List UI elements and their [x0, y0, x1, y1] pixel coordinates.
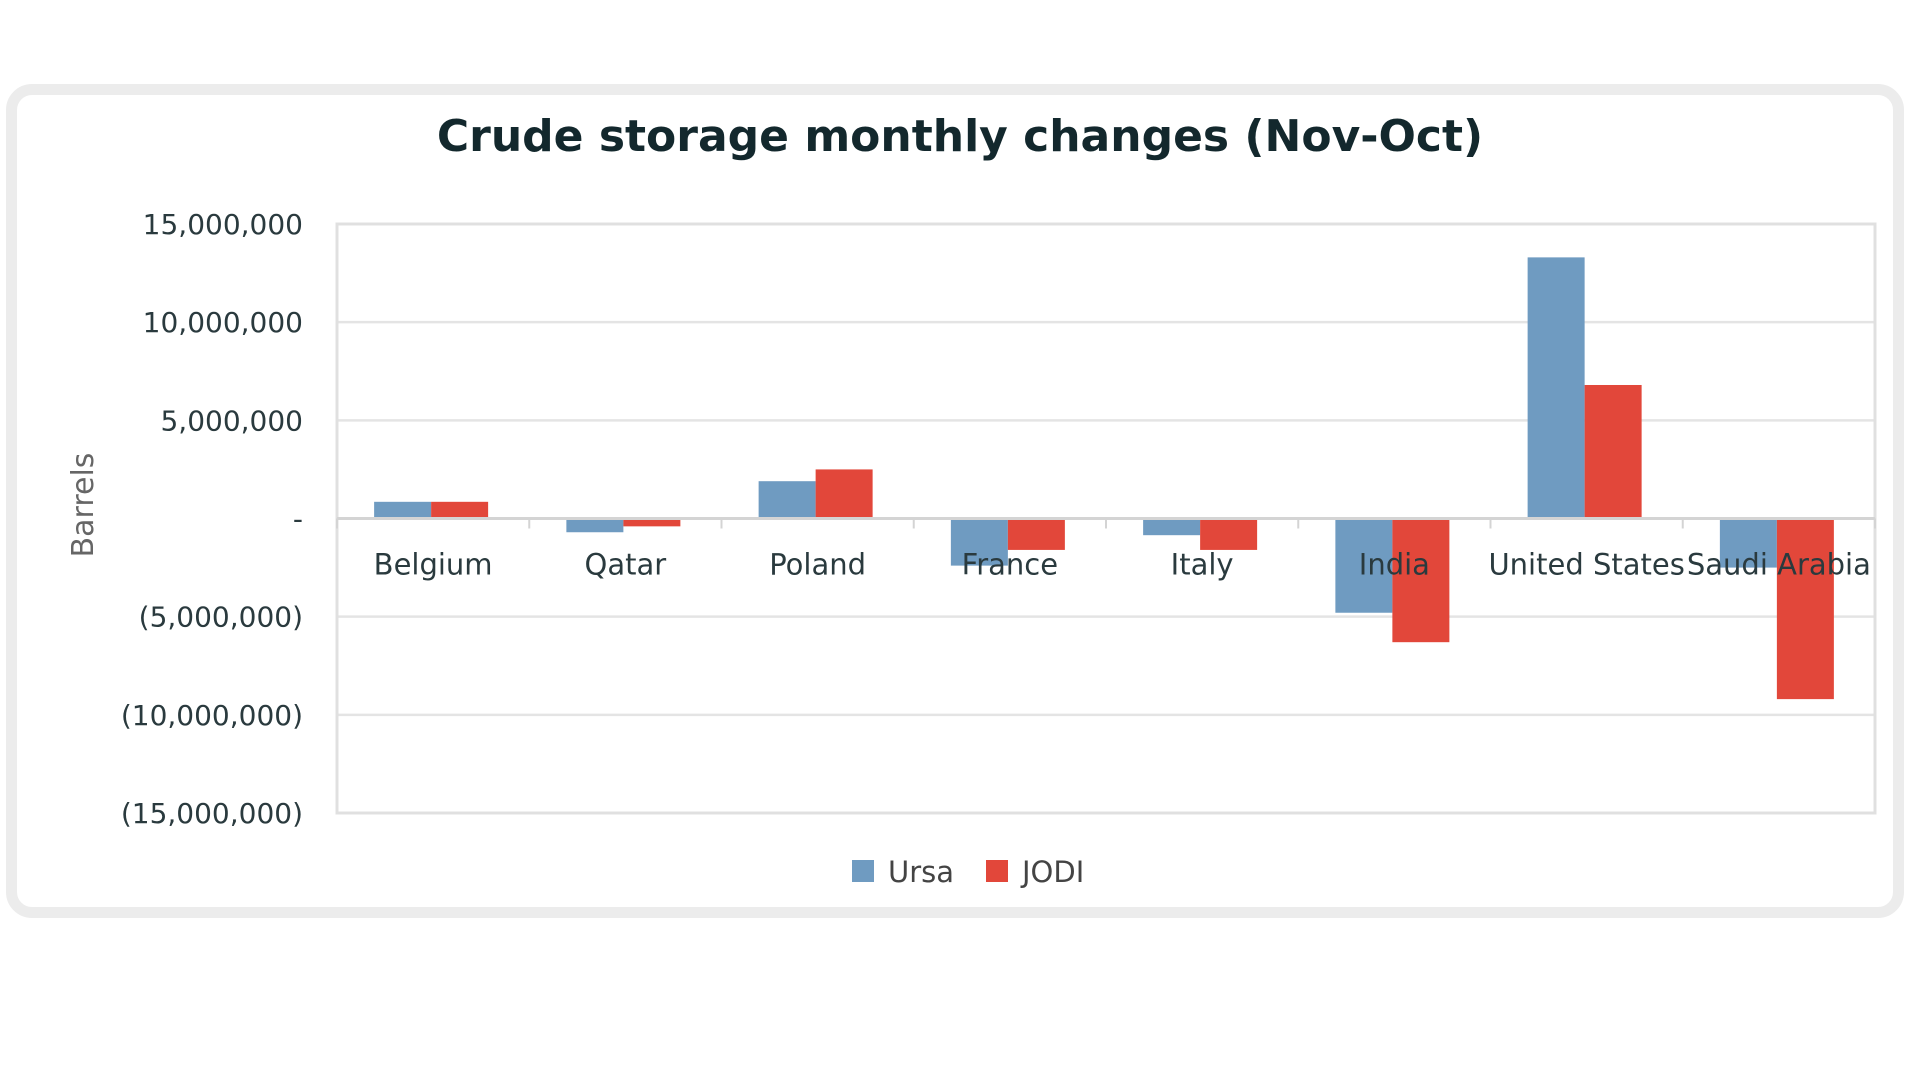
- y-tick-label: -: [293, 503, 303, 536]
- category-label: Poland: [769, 548, 866, 582]
- bar-jodi-belgium: [431, 501, 489, 519]
- category-labels: Belgium Qatar Poland France Italy India United…: [374, 548, 1871, 582]
- bar-ursa-belgium: [374, 501, 432, 519]
- category-label: India: [1359, 548, 1430, 582]
- category-label: Italy: [1171, 548, 1234, 582]
- category-label: Qatar: [585, 548, 667, 582]
- legend-label-jodi: JODI: [1020, 855, 1084, 889]
- bar-jodi-united-states: [1584, 384, 1642, 519]
- y-tick-label: 15,000,000: [143, 208, 303, 241]
- bar-jodi-saudi-arabia: [1776, 518, 1834, 700]
- y-tick-label: 5,000,000: [160, 404, 303, 437]
- bar-jodi-italy: [1200, 518, 1258, 550]
- legend-label-ursa: Ursa: [888, 855, 954, 889]
- legend-swatch-ursa: [852, 860, 874, 882]
- category-label: United States: [1488, 548, 1684, 582]
- y-tick-label: (15,000,000): [121, 797, 303, 830]
- legend-swatch-jodi: [986, 860, 1008, 882]
- category-label: Saudi Arabia: [1687, 548, 1871, 582]
- bar-jodi-poland: [815, 469, 873, 519]
- category-label: France: [962, 548, 1058, 582]
- bar-ursa-italy: [1143, 518, 1201, 536]
- bar-ursa-saudi-arabia: [1719, 518, 1777, 568]
- y-tick-label: (10,000,000): [121, 699, 303, 732]
- y-tick-label: 10,000,000: [143, 306, 303, 339]
- y-tick-label: (5,000,000): [139, 601, 303, 634]
- bar-ursa-poland: [758, 481, 816, 519]
- chart: Crude storage monthly changes (Nov-Oct) …: [66, 111, 1877, 889]
- chart-title: Crude storage monthly changes (Nov-Oct): [437, 111, 1483, 162]
- bar-ursa-india: [1335, 518, 1393, 613]
- bar-jodi-france: [1007, 518, 1065, 550]
- bars: [374, 257, 1834, 700]
- y-axis-ticks: 15,000,000 10,000,000 5,000,000 - (5,000,000…: [121, 208, 303, 830]
- bar-jodi-india: [1392, 518, 1450, 643]
- y-axis-title: Barrels: [66, 453, 101, 558]
- bar-ursa-france: [950, 518, 1008, 566]
- legend: Ursa JODI: [852, 855, 1084, 889]
- category-label: Belgium: [374, 548, 493, 582]
- bar-jodi-qatar: [623, 518, 681, 527]
- x-axis: [336, 517, 1876, 529]
- chart-card: Crude storage monthly changes (Nov-Oct) …: [6, 84, 1904, 918]
- bar-ursa-united-states: [1527, 257, 1585, 519]
- bar-ursa-qatar: [566, 518, 624, 533]
